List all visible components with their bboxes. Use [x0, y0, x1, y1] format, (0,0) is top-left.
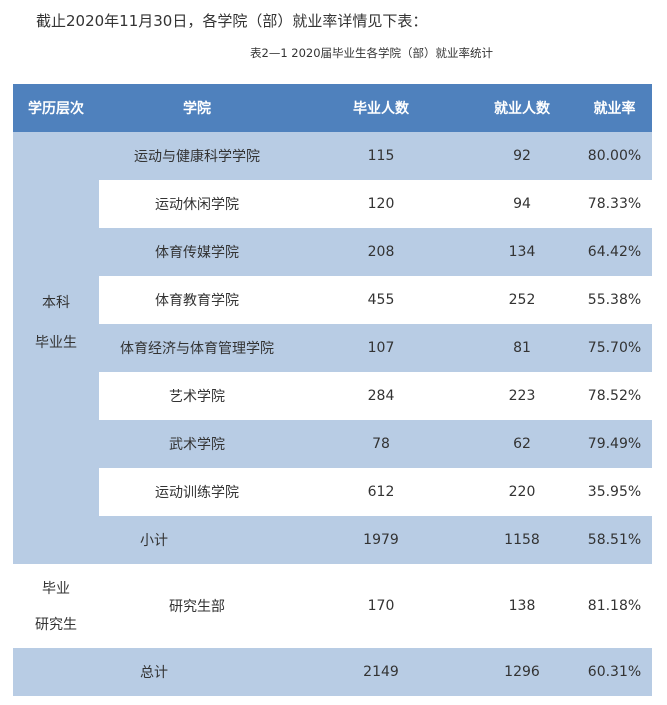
employment-rate: 35.95%: [587, 484, 642, 500]
graduates-count: 2149: [363, 664, 399, 680]
group-grad-line2: 研究生: [35, 617, 77, 633]
total-label: 总计: [140, 665, 168, 681]
college-name: 体育经济与体育管理学院: [120, 341, 274, 357]
header-college: 学院: [183, 101, 211, 117]
employment-rate: 81.18%: [587, 598, 642, 614]
employed-count: 220: [508, 484, 536, 500]
graduates-count: 208: [367, 244, 395, 260]
employed-count: 138: [508, 598, 536, 614]
graduates-count: 115: [367, 148, 395, 164]
employment-rate: 64.42%: [587, 244, 642, 260]
header-rate: 就业率: [593, 101, 636, 117]
college-name: 运动训练学院: [155, 485, 239, 501]
employed-count: 223: [508, 388, 536, 404]
employment-rate: 58.51%: [587, 532, 642, 548]
employed-count: 1296: [504, 664, 540, 680]
college-name: 体育传媒学院: [155, 245, 239, 261]
graduates-count: 120: [367, 196, 395, 212]
employed-count: 252: [508, 292, 536, 308]
header-level: 学历层次: [28, 101, 84, 117]
header-employed: 就业人数: [494, 101, 550, 117]
graduates-count: 1979: [363, 532, 399, 548]
employment-rate: 60.31%: [587, 664, 642, 680]
college-name: 艺术学院: [169, 389, 225, 405]
employment-rate: 55.38%: [587, 292, 642, 308]
college-name: 武术学院: [169, 437, 225, 453]
employed-count: 94: [513, 196, 531, 212]
graduates-count: 107: [367, 340, 395, 356]
employment-rate: 78.33%: [587, 196, 642, 212]
college-name: 研究生部: [169, 599, 225, 615]
table-header: 学历层次 学院 毕业人数 就业人数 就业率: [13, 84, 652, 132]
graduates-count: 455: [367, 292, 395, 308]
group-undergrad-line1: 本科: [42, 295, 70, 311]
graduates-count: 612: [367, 484, 395, 500]
employment-rate: 75.70%: [587, 340, 642, 356]
subtotal-label: 小计: [140, 533, 168, 549]
group-undergrad-line2: 毕业生: [35, 335, 77, 351]
graduates-count: 78: [372, 436, 390, 452]
employment-rate: 80.00%: [587, 148, 642, 164]
graduates-count: 284: [367, 388, 395, 404]
table-row: 运动训练学院 612 220 35.95%: [99, 468, 652, 516]
employment-rate: 79.49%: [587, 436, 642, 452]
subtotal-row: 小计 1979 1158 58.51%: [99, 516, 652, 564]
employed-count: 134: [508, 244, 536, 260]
employment-rate: 78.52%: [587, 388, 642, 404]
employed-count: 92: [513, 148, 531, 164]
employed-count: 81: [513, 340, 531, 356]
header-graduates: 毕业人数: [353, 101, 409, 117]
group-undergrad: 本科 毕业生: [13, 132, 99, 564]
college-name: 运动与健康科学学院: [134, 149, 260, 165]
table-row: 运动休闲学院 120 94 78.33%: [99, 180, 652, 228]
table-row: 体育经济与体育管理学院 107 81 75.70%: [99, 324, 652, 372]
table-row: 艺术学院 284 223 78.52%: [99, 372, 652, 420]
group-grad-line1: 毕业: [42, 581, 70, 597]
graduates-count: 170: [367, 598, 395, 614]
grad-row: 毕业 研究生 研究生部 170 138 81.18%: [13, 564, 652, 648]
table-row: 体育传媒学院 208 134 64.42%: [99, 228, 652, 276]
intro-text: 截止2020年11月30日，各学院（部）就业率详情见下表：: [36, 12, 428, 30]
table-row: 运动与健康科学学院 115 92 80.00%: [99, 132, 652, 180]
college-name: 体育教育学院: [155, 293, 239, 309]
table-row: 体育教育学院 455 252 55.38%: [99, 276, 652, 324]
employed-count: 62: [513, 436, 531, 452]
college-name: 运动休闲学院: [155, 197, 239, 213]
table-row: 武术学院 78 62 79.49%: [99, 420, 652, 468]
table-caption: 表2—1 2020届毕业生各学院（部）就业率统计: [250, 46, 494, 60]
total-row: 总计 2149 1296 60.31%: [13, 648, 652, 696]
employed-count: 1158: [504, 532, 540, 548]
